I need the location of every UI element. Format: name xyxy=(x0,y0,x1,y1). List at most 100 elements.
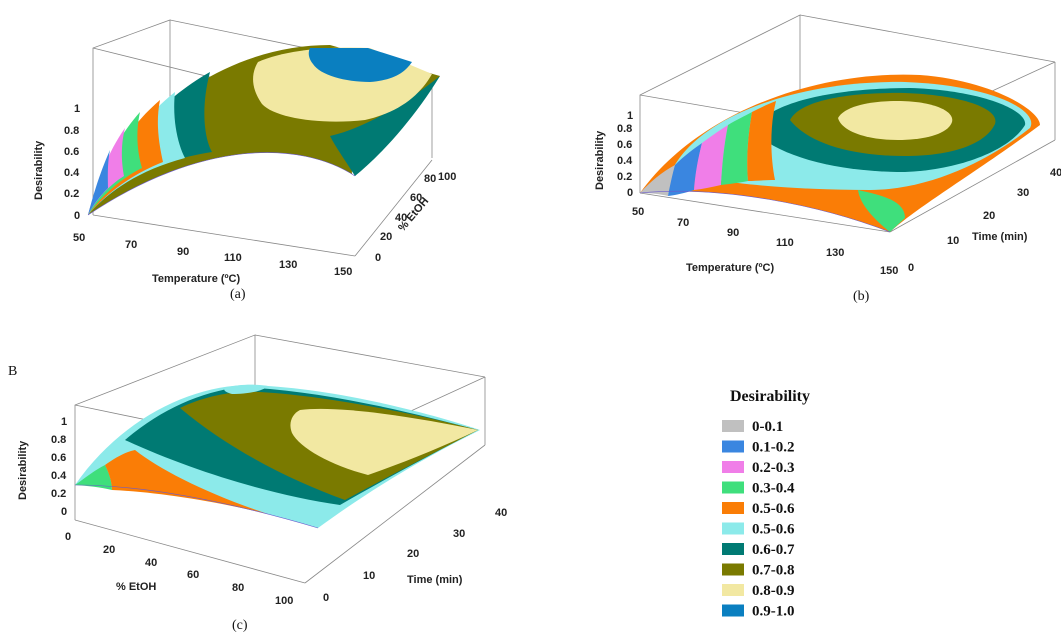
chart-c-box-bottom-front xyxy=(74,519,306,584)
chart-b-x-tick: 90 xyxy=(727,227,739,239)
legend: Desirability 0-0.10.1-0.20.2-0.30.3-0.40… xyxy=(722,388,810,620)
chart-a-panel-label: (a) xyxy=(230,287,246,302)
legend-label: 0-0.1 xyxy=(752,419,783,435)
chart-b-y-tick: 0 xyxy=(908,262,914,274)
chart-b-y-tick: 20 xyxy=(983,210,995,222)
chart-c-z-tick: 0.2 xyxy=(51,488,66,500)
chart-a-x-tick: 150 xyxy=(334,266,352,278)
chart-a: 0 0.2 0.4 0.6 0.8 1 Desirability 50 70 9… xyxy=(33,19,456,302)
chart-c-y-tick: 20 xyxy=(407,548,419,560)
legend-swatch xyxy=(722,604,744,617)
legend-swatch xyxy=(722,461,744,473)
chart-b: 0 0.2 0.4 0.6 0.8 1 Desirability 50 70 9… xyxy=(594,14,1061,304)
legend-swatch xyxy=(722,440,744,453)
chart-c-y-tick: 10 xyxy=(363,570,375,582)
chart-c-z-tick: 0.8 xyxy=(51,434,66,446)
chart-b-z-label: Desirability xyxy=(594,130,606,190)
chart-c-z-tick: 0 xyxy=(61,506,67,518)
legend-label: 0.6-0.7 xyxy=(752,542,795,558)
chart-c-region-yellow xyxy=(290,408,478,475)
chart-c-y-tick: 30 xyxy=(453,528,465,540)
chart-a-y-tick: 20 xyxy=(380,231,392,243)
chart-c-x-tick: 100 xyxy=(275,595,293,607)
chart-c-z-tick: 0.4 xyxy=(51,470,67,482)
chart-c-x-tick: 0 xyxy=(65,531,71,543)
legend-label: 0.7-0.8 xyxy=(752,563,795,579)
chart-a-z-tick: 0 xyxy=(74,210,80,222)
chart-b-z-tick: 0 xyxy=(627,187,633,199)
chart-c-region-cyan-top xyxy=(224,384,268,394)
chart-c-x-tick: 80 xyxy=(232,582,244,594)
chart-c-x-tick: 20 xyxy=(103,544,115,556)
chart-c: B 0 0.2 0.4 0.6 0.8 1 Desirability 0 20 … xyxy=(8,334,507,633)
chart-b-region-green xyxy=(858,190,905,232)
chart-b-region-blue xyxy=(668,143,702,196)
legend-label: 0.3-0.4 xyxy=(752,481,795,497)
legend-label: 0.1-0.2 xyxy=(752,440,795,456)
chart-a-z-tick: 1 xyxy=(74,103,80,115)
chart-a-x-tick: 50 xyxy=(73,232,85,244)
chart-b-region-pink xyxy=(694,125,728,190)
chart-b-panel-label: (b) xyxy=(853,289,870,304)
chart-b-x-tick: 50 xyxy=(632,206,644,218)
chart-c-y-tick: 40 xyxy=(495,507,507,519)
chart-c-z-tick: 0.6 xyxy=(51,452,66,464)
chart-a-region-blue-low xyxy=(88,150,110,215)
chart-a-z-tick: 0.4 xyxy=(64,167,80,179)
chart-b-region-yellow xyxy=(838,101,953,140)
chart-b-z-tick: 0.2 xyxy=(617,171,632,183)
chart-b-z-tick: 0.6 xyxy=(617,139,632,151)
legend-swatch xyxy=(722,481,744,494)
chart-b-box-back xyxy=(639,14,801,140)
legend-label: 0.8-0.9 xyxy=(752,583,795,599)
chart-c-region-orange xyxy=(105,450,268,514)
legend-items: 0-0.1 0.1-0.2 0.2-0.3 0.3-0.4 0.5-0.6 0.5-0.6… xyxy=(722,419,795,620)
chart-c-x-label: % EtOH xyxy=(116,581,156,593)
chart-a-y-tick: 0 xyxy=(375,252,381,264)
chart-b-y-tick: 40 xyxy=(1050,167,1061,179)
chart-c-x-tick: 60 xyxy=(187,569,199,581)
chart-a-y-tick: 60 xyxy=(410,192,422,204)
chart-c-region-green xyxy=(75,465,112,490)
chart-b-x-tick: 150 xyxy=(880,265,898,277)
chart-b-y-tick: 30 xyxy=(1017,187,1029,199)
chart-a-y-tick: 80 xyxy=(424,173,436,185)
chart-b-x-tick: 130 xyxy=(826,247,844,259)
chart-a-box-back xyxy=(92,19,171,113)
chart-b-box-top xyxy=(799,14,1056,63)
chart-c-box-top xyxy=(254,334,486,378)
chart-b-y-tick: 10 xyxy=(947,235,959,247)
chart-b-surface-edge xyxy=(639,190,891,233)
legend-swatch xyxy=(722,420,744,432)
chart-a-z-tick: 0.8 xyxy=(64,125,79,137)
chart-c-surface-edge xyxy=(74,484,319,529)
chart-a-box-bottom-side xyxy=(354,159,433,257)
chart-a-surface-edge xyxy=(87,152,356,216)
chart-b-z-tick: 1 xyxy=(627,110,633,122)
legend-label: 0.5-0.6 xyxy=(752,501,795,517)
legend-swatch xyxy=(722,584,744,596)
chart-c-corner-label: B xyxy=(8,364,17,379)
chart-a-z-label: Desirability xyxy=(33,140,45,200)
chart-b-region-green-left xyxy=(721,112,752,185)
chart-b-x-label: Temperature (ºC) xyxy=(686,262,774,274)
chart-a-x-tick: 110 xyxy=(224,252,242,264)
chart-b-region-orange-left xyxy=(747,101,776,181)
chart-c-z-tick: 1 xyxy=(61,416,67,428)
chart-c-box-bottom-side xyxy=(304,444,486,584)
chart-b-x-tick: 110 xyxy=(776,237,794,249)
legend-swatch xyxy=(722,522,744,535)
chart-c-x-tick: 40 xyxy=(145,557,157,569)
legend-swatch xyxy=(722,563,744,576)
chart-a-box-bottom-front xyxy=(92,214,356,257)
chart-a-x-tick: 70 xyxy=(125,239,137,251)
chart-b-y-label: Time (min) xyxy=(972,231,1028,243)
chart-c-z-label: Desirability xyxy=(17,440,29,500)
chart-a-y-tick: 40 xyxy=(395,212,407,224)
chart-b-box-bottom-front xyxy=(639,192,891,233)
legend-swatch xyxy=(722,502,744,514)
chart-a-region-teal-right xyxy=(330,76,440,176)
chart-c-y-label: Time (min) xyxy=(407,574,463,586)
chart-b-z-tick: 0.8 xyxy=(617,123,632,135)
